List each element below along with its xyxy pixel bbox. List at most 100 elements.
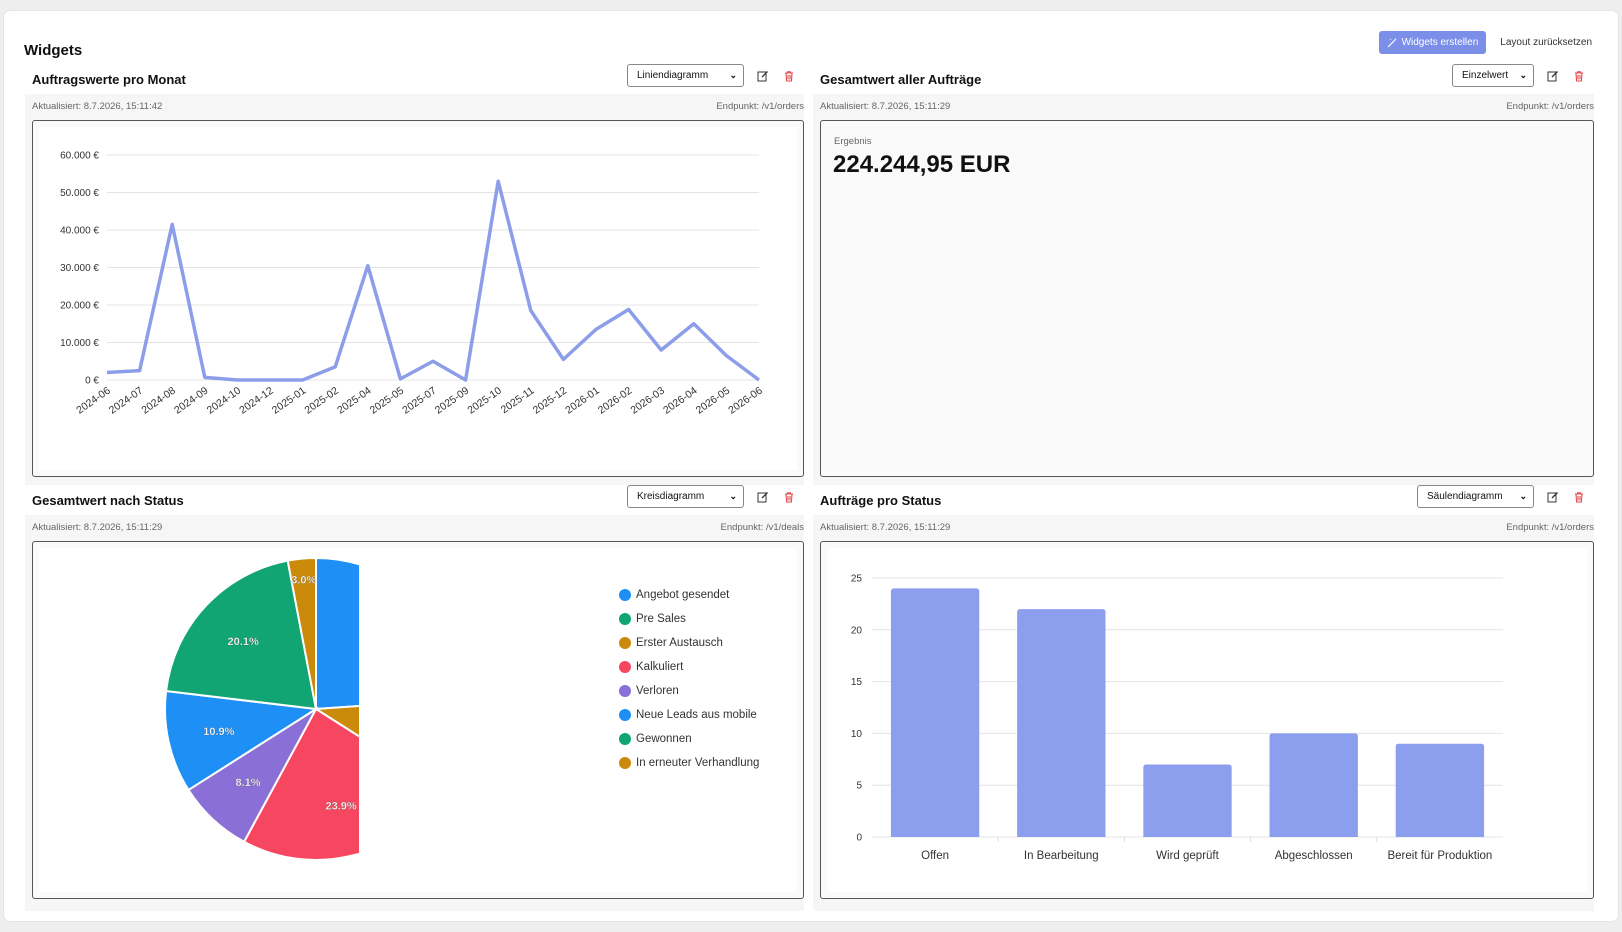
widget-body: 0 € 10.000 € 20.000 € 30.000 € 40.000 € 50.00… [25, 118, 804, 485]
widget-title: Gesamtwert nach Status [32, 493, 184, 508]
x-tick-label: 2026-02 [596, 385, 635, 417]
x-tick-label: 2024-07 [107, 385, 146, 417]
widget-title: Auftragswerte pro Monat [32, 72, 186, 87]
magic-wand-icon [1387, 37, 1398, 48]
x-tick-label: 2024-10 [205, 385, 244, 417]
slice-label: 23.9% [325, 800, 356, 812]
widget-total-order-value: Gesamtwert aller Aufträge Einzelwert ⌄ A… [813, 64, 1594, 485]
x-tick-label: 2025-02 [302, 385, 341, 417]
x-tick-label: 2025-10 [465, 385, 504, 417]
edit-icon[interactable] [756, 69, 770, 83]
slice-label: 20.1% [228, 636, 259, 648]
bar [1143, 764, 1232, 837]
bar [1017, 609, 1106, 837]
widget-body: 23.9%10.1%23.9%8.1%10.9%20.1%3.0% Angebo… [25, 539, 804, 911]
widget-tools: Kreisdiagramm ⌄ [627, 485, 796, 508]
legend-item[interactable]: Pre Sales [619, 607, 759, 631]
y-tick-label: 0 € [85, 376, 99, 387]
line-chart: 0 € 10.000 € 20.000 € 30.000 € 40.000 € 50.00… [60, 151, 765, 417]
widget-header: Auftragswerte pro Monat Liniendiagramm ⌄ [25, 64, 804, 94]
x-tick-label: 2024-08 [139, 385, 178, 417]
bar [1395, 743, 1485, 837]
delete-icon[interactable] [782, 490, 796, 504]
chart-type-select[interactable]: Liniendiagramm ⌄ [627, 64, 744, 87]
widget-title: Gesamtwert aller Aufträge [820, 72, 982, 87]
x-tick-label: 2025-11 [499, 385, 537, 417]
pie-slice [286, 556, 317, 710]
legend-label: Erster Austausch [636, 637, 723, 649]
legend-label: Verloren [636, 685, 679, 697]
updated-timestamp: Aktualisiert: 8.7.2026, 15:11:29 [820, 522, 951, 533]
chart-area: 23.9%10.1%23.9%8.1%10.9%20.1%3.0% Angebo… [39, 548, 797, 892]
chart-type-value: Einzelwert [1462, 70, 1509, 81]
create-widgets-label: Widgets erstellen [1401, 37, 1479, 48]
legend-item[interactable]: Angebot gesendet [619, 583, 759, 607]
pie-slice [164, 559, 318, 711]
x-tick-label: 2026-04 [661, 385, 700, 417]
bar-chart: 0 5 10 15 20 25 Offen In Bearbeitung Wird geprüf… [851, 574, 1503, 862]
y-tick-label: 25 [851, 574, 863, 585]
widget-body: 0 5 10 15 20 25 Offen In Bearbeitung Wird geprüf… [813, 539, 1594, 911]
legend-swatch [619, 757, 631, 769]
delete-icon[interactable] [1572, 69, 1586, 83]
reset-layout-button[interactable]: Layout zurücksetzen [1500, 37, 1592, 48]
legend-item[interactable]: Kalkuliert [619, 655, 759, 679]
legend-label: Kalkuliert [636, 661, 684, 673]
widget-meta: Aktualisiert: 8.7.2026, 15:11:42 Endpunk… [25, 94, 804, 118]
widget-header: Aufträge pro Status Säulendiagramm ⌄ [813, 485, 1594, 515]
legend-item[interactable]: Neue Leads aus mobile [619, 703, 759, 727]
widget-meta: Aktualisiert: 8.7.2026, 15:11:29 Endpunk… [813, 94, 1594, 118]
x-tick-label: 2025-05 [368, 385, 407, 417]
endpoint-label: Endpunkt: /v1/orders [1506, 101, 1594, 112]
chart-type-select[interactable]: Einzelwert ⌄ [1452, 64, 1534, 87]
create-widgets-button[interactable]: Widgets erstellen [1378, 31, 1487, 54]
chart-type-value: Kreisdiagramm [637, 491, 705, 502]
pie-chart: 23.9%10.1%23.9%8.1%10.9%20.1%3.0% [164, 556, 468, 861]
widget-tools: Liniendiagramm ⌄ [627, 64, 796, 87]
widget-order-values-per-month: Auftragswerte pro Monat Liniendiagramm ⌄… [25, 64, 804, 485]
chevron-down-icon: ⌄ [729, 491, 737, 501]
widget-total-by-status: Gesamtwert nach Status Kreisdiagramm ⌄ A… [25, 485, 804, 911]
delete-icon[interactable] [782, 69, 796, 83]
updated-timestamp: Aktualisiert: 8.7.2026, 15:11:29 [820, 101, 951, 112]
y-tick-label: 15 [851, 677, 863, 688]
y-tick-label: 0 [856, 833, 862, 844]
x-tick-label: 2026-05 [694, 385, 733, 417]
y-tick-label: 60.000 € [60, 151, 99, 162]
legend-label: Angebot gesendet [636, 589, 730, 601]
x-tick-label: 2025-12 [531, 385, 570, 417]
legend-item[interactable]: Verloren [619, 679, 759, 703]
series-line [106, 179, 761, 382]
pie-legend: Angebot gesendet Pre Sales Erster Austausc… [619, 583, 759, 775]
x-tick-label: In Bearbeitung [1024, 850, 1099, 862]
x-tick-label: 2026-03 [628, 385, 667, 417]
x-tick-label: 2026-01 [563, 385, 602, 417]
slice-label: 10.9% [203, 726, 234, 738]
x-tick-label: 2025-01 [270, 385, 309, 417]
x-tick-label: 2025-07 [400, 385, 439, 417]
edit-icon[interactable] [1546, 69, 1560, 83]
result-label: Ergebnis [834, 136, 872, 147]
legend-item[interactable]: In erneuter Verhandlung [619, 751, 759, 775]
edit-icon[interactable] [1546, 490, 1560, 504]
legend-item[interactable]: Erster Austausch [619, 631, 759, 655]
y-tick-label: 10.000 € [60, 338, 99, 349]
result-frame: Ergebnis 224.244,95 EUR [820, 120, 1594, 477]
delete-icon[interactable] [1572, 490, 1586, 504]
top-actions: Widgets erstellen Layout zurücksetzen [1378, 31, 1592, 54]
result-value: 224.244,95 EUR [833, 151, 1011, 178]
edit-icon[interactable] [756, 490, 770, 504]
x-tick-label: 2025-04 [335, 385, 374, 417]
legend-swatch [619, 709, 631, 721]
y-tick-label: 40.000 € [60, 226, 99, 237]
chart-type-select[interactable]: Säulendiagramm ⌄ [1417, 485, 1534, 508]
chart-type-select[interactable]: Kreisdiagramm ⌄ [627, 485, 744, 508]
chevron-down-icon: ⌄ [1519, 70, 1527, 80]
x-tick-label: 2026-06 [726, 385, 765, 417]
updated-timestamp: Aktualisiert: 8.7.2026, 15:11:42 [32, 101, 163, 112]
legend-item[interactable]: Gewonnen [619, 727, 759, 751]
y-tick-label: 20 [851, 625, 863, 636]
widget-header: Gesamtwert aller Aufträge Einzelwert ⌄ [813, 64, 1594, 94]
x-tick-label: Offen [921, 850, 949, 862]
legend-swatch [619, 589, 631, 601]
